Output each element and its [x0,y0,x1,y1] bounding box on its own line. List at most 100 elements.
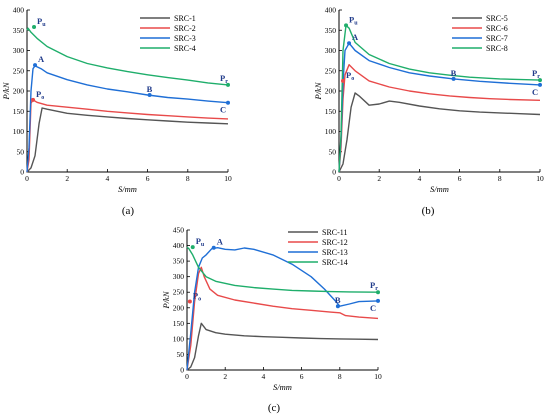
y-tick-label: 100 [173,334,185,343]
legend-label: SRC-13 [322,248,348,257]
y-tick-label: 300 [173,272,185,281]
annotation-subscript: o [351,76,354,82]
x-tick-label: 4 [418,174,422,183]
annotation-marker [451,76,456,81]
legend-label: SRC-2 [174,24,196,33]
y-tick-label: 350 [325,26,337,35]
annotation-label: Pu [196,236,205,248]
annotation-subscript: u [354,20,358,26]
x-tick-label: 10 [536,174,544,183]
y-tick-label: 250 [173,288,185,297]
annotation-marker [347,41,352,46]
annotation-label: Po [36,89,44,101]
x-axis-label: S/mm [118,184,137,194]
annotation-marker [187,299,192,304]
annotation-label: B [451,68,457,78]
annotation-label: B [335,295,341,305]
annotation-label: C [220,105,226,115]
x-tick-label: 8 [498,174,502,183]
annotation-marker [344,23,349,28]
legend-label: SRC-12 [322,238,348,247]
annotation-marker [31,97,36,102]
annotation-marker [376,298,380,303]
series-line-src-13 [186,247,379,371]
y-axis-label: P/kN [161,290,171,309]
x-axis-label: S/mm [273,382,292,392]
series-line-src-8 [338,24,541,173]
axes-frame [186,230,378,371]
x-tick-label: 6 [146,174,150,183]
annotation-label: Pu [349,14,358,26]
series-line-src-14 [186,246,379,293]
annotation-label: Pr [532,68,540,80]
chart-panel-a: 0 2 4 6 8 10050100150200250300350400S/mmP/kNS… [1,6,232,218]
series-line-src-6 [338,64,541,173]
annotation-subscript: r [375,286,378,292]
y-tick-label: 400 [173,241,185,250]
y-tick-label: 50 [17,147,25,156]
y-tick-label: 250 [325,66,337,75]
x-tick-label: 0 [25,174,29,183]
series-line-src-12 [186,266,379,371]
chart-panel-b: 0 2 4 6 8 10050100150200250300350400S/mmP/kNS… [313,6,544,218]
x-tick-label: 6 [300,372,304,381]
annotation-marker [226,100,230,105]
y-tick-label: 400 [325,6,337,15]
series-line-src-7 [338,42,541,173]
x-tick-label: 8 [338,372,342,381]
annotation-label: B [147,84,153,94]
annotation-marker [190,245,195,250]
y-tick-label: 0 [20,168,24,177]
legend-label: SRC-14 [322,258,348,267]
y-tick-label: 200 [173,303,185,312]
x-tick-label: 6 [458,174,462,183]
annotation-subscript: r [537,74,540,80]
annotation-subscript: o [198,297,201,303]
panel-label: (a) [122,205,135,217]
annotation-label: C [370,303,376,313]
series-line-src-1 [26,107,229,173]
series-line-src-2 [26,99,229,173]
y-tick-label: 100 [13,127,25,136]
y-tick-label: 400 [13,6,25,15]
x-tick-label: 4 [106,174,110,183]
y-axis-label: P/kN [1,81,11,100]
annotation-marker [376,290,380,295]
annotation-label: C [532,87,538,97]
y-tick-label: 300 [325,46,337,55]
series-line-src-4 [26,27,229,86]
chart-panel-c: 0 2 4 6 8 10050100150200250300350400450S/mmP/… [161,226,382,415]
y-tick-label: 200 [13,87,25,96]
axes-frame [338,10,540,173]
y-tick-label: 300 [13,46,25,55]
annotation-subscript: u [42,22,46,28]
y-tick-label: 0 [180,366,184,375]
y-tick-label: 0 [332,168,336,177]
series-line-src-5 [338,92,541,173]
annotation-label: Po [346,70,354,82]
y-tick-label: 150 [13,107,25,116]
annotation-subscript: o [41,95,44,101]
x-tick-label: 2 [377,174,381,183]
legend-label: SRC-11 [322,228,348,237]
annotation-label: A [352,32,359,42]
annotation-marker [341,78,346,83]
x-tick-label: 2 [65,174,69,183]
x-tick-label: 2 [223,372,227,381]
legend-label: SRC-1 [174,14,196,23]
annotation-marker [32,25,37,30]
annotation-label: Pu [37,16,46,28]
series-line-src-11 [186,322,379,371]
y-tick-label: 100 [325,127,337,136]
annotation-label: Po [193,291,201,303]
x-axis-label: S/mm [430,184,449,194]
y-tick-label: 50 [329,147,337,156]
x-tick-label: 0 [337,174,341,183]
legend-label: SRC-6 [486,24,508,33]
annotation-label: A [38,54,45,64]
y-tick-label: 150 [173,319,185,328]
legend-label: SRC-8 [486,44,508,53]
y-tick-label: 250 [13,66,25,75]
annotation-marker [226,82,230,87]
